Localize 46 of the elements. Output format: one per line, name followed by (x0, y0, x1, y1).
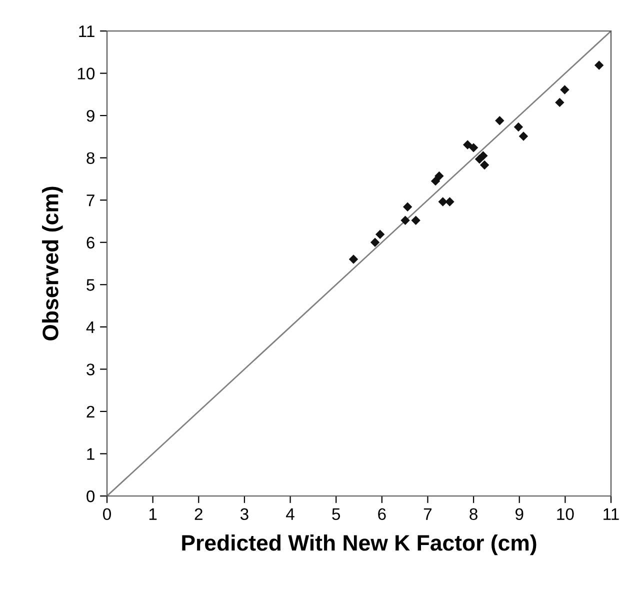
x-tick-label: 5 (332, 508, 340, 520)
y-tick-label: 3 (86, 364, 94, 376)
y-tick-label: 7 (86, 194, 94, 206)
point (555, 98, 564, 108)
y-tick-label: 10 (78, 68, 95, 80)
y-tick-label: 1 (87, 448, 94, 460)
point (430, 176, 440, 186)
x-tick-label: 10 (557, 508, 574, 520)
point (478, 151, 488, 160)
point (594, 60, 604, 70)
x-tick-label: 6 (378, 508, 386, 520)
point (495, 116, 504, 126)
point (445, 197, 454, 206)
x-tick-label: 4 (286, 508, 294, 520)
point (400, 216, 410, 225)
x-tick-label: 0 (103, 508, 111, 520)
y-tick-label: 9 (86, 110, 94, 122)
point (348, 254, 358, 264)
y-tick-label: 6 (86, 236, 94, 249)
x-tick-label: 3 (240, 508, 248, 520)
y-tick-label: 11 (79, 26, 94, 38)
x-tick-label: 2 (194, 508, 202, 520)
y-axis-title: Observed (cm) (42, 186, 63, 340)
point (375, 230, 385, 239)
y-tick-label: 8 (86, 152, 94, 164)
point (560, 85, 570, 94)
point (402, 202, 412, 212)
x-tick-label: 11 (604, 508, 619, 520)
point (480, 160, 490, 170)
x-axis-title: Predicted With New K Factor (cm) (182, 534, 536, 556)
x-tick-label: 1 (149, 508, 157, 520)
point (518, 132, 528, 141)
y-tick-label: 5 (86, 279, 94, 291)
point (438, 197, 448, 206)
point (462, 140, 472, 150)
point (514, 122, 524, 132)
y-tick-label: 2 (86, 406, 94, 418)
x-tick-label: 7 (424, 508, 432, 520)
point (370, 238, 380, 247)
y-tick-label: 0 (86, 490, 95, 502)
y-tick-label: 4 (86, 321, 95, 333)
point (468, 143, 478, 152)
point (434, 171, 444, 181)
x-tick-label: 8 (470, 508, 478, 520)
x-tick-label: 9 (516, 508, 524, 520)
point (411, 216, 420, 225)
